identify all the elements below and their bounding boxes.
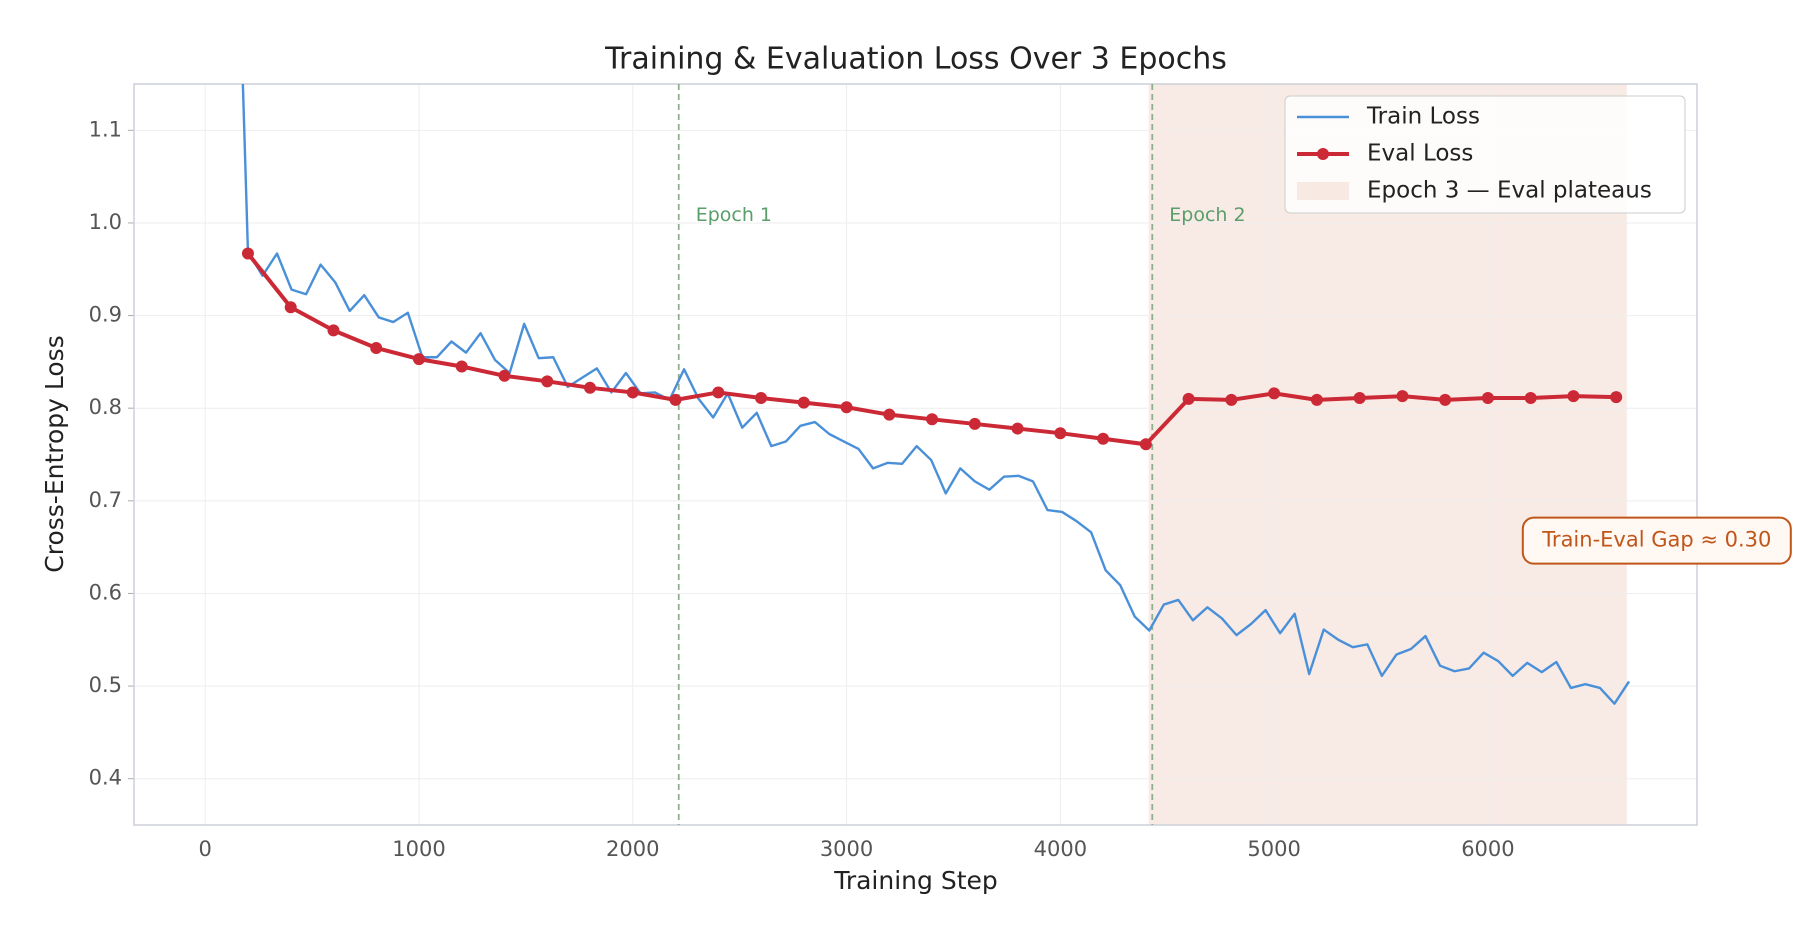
legend-box [1284, 95, 1686, 214]
marker [755, 391, 768, 404]
marker [1396, 390, 1409, 403]
marker [1481, 391, 1494, 404]
x-tick-label: 1000 [392, 837, 445, 861]
y-tick-label: 1.0 [89, 210, 122, 234]
marker [455, 360, 468, 373]
marker [1567, 390, 1580, 403]
y-tick-label: 0.6 [89, 580, 122, 604]
y-tick-label: 0.7 [89, 488, 122, 512]
x-tick-label: 0 [199, 837, 212, 861]
marker [498, 369, 511, 382]
y-axis-label: Cross-Entropy Loss [40, 335, 69, 572]
marker [1097, 432, 1110, 445]
legend-label: Epoch 3 — Eval plateaus [1367, 178, 1652, 204]
x-tick-label: 3000 [820, 837, 873, 861]
marker [1054, 427, 1067, 440]
marker [797, 396, 810, 409]
y-tick-label: 0.4 [89, 766, 122, 790]
legend-patch [1297, 182, 1349, 200]
legend-label: Eval Loss [1367, 141, 1473, 167]
marker [1225, 393, 1238, 406]
marker [1268, 387, 1281, 400]
marker [1310, 393, 1323, 406]
plot-frame [133, 83, 1698, 826]
marker [370, 341, 383, 354]
chart-title: Training & Evaluation Loss Over 3 Epochs [604, 42, 1227, 77]
line [241, 84, 1631, 705]
marker [712, 386, 725, 399]
marker [1524, 391, 1537, 404]
epoch-label: Epoch 1 [696, 204, 772, 226]
x-tick-label: 5000 [1247, 837, 1300, 861]
annotation-text: Train-Eval Gap ≈ 0.30 [1541, 528, 1771, 552]
y-tick-label: 0.9 [89, 303, 122, 327]
marker [968, 417, 981, 430]
legend-marker [1317, 148, 1329, 160]
y-tick-label: 1.1 [89, 117, 122, 141]
marker [926, 413, 939, 426]
x-tick-label: 2000 [606, 837, 659, 861]
marker [840, 401, 853, 414]
marker [1011, 422, 1024, 435]
marker [626, 386, 639, 399]
marker [412, 353, 425, 366]
legend-label: Train Loss [1366, 104, 1480, 130]
marker [584, 381, 597, 394]
marker [1439, 393, 1452, 406]
marker [284, 301, 297, 314]
marker [1610, 391, 1623, 404]
marker [669, 393, 682, 406]
y-tick-label: 0.8 [89, 395, 122, 419]
annotation-box [1521, 516, 1792, 565]
marker [241, 247, 254, 260]
marker [883, 408, 896, 421]
x-tick-label: 4000 [1034, 837, 1087, 861]
marker [1353, 391, 1366, 404]
marker [327, 324, 340, 337]
x-axis-label: Training Step [833, 866, 998, 895]
marker [541, 375, 554, 388]
x-tick-label: 6000 [1461, 837, 1514, 861]
epoch-label: Epoch 2 [1169, 204, 1245, 226]
marker [1139, 438, 1152, 451]
y-tick-label: 0.5 [89, 673, 122, 697]
marker [1182, 392, 1195, 405]
